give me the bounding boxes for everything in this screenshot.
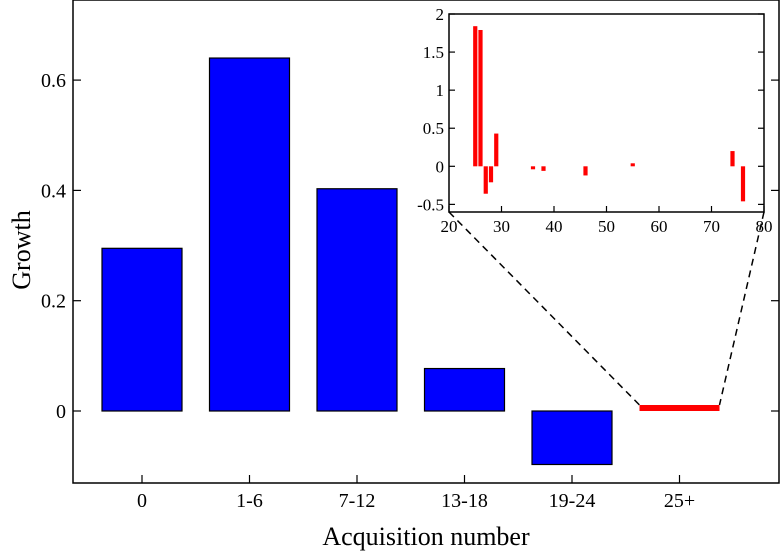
main-bars xyxy=(101,57,720,466)
inset-y-tick-label: 2 xyxy=(436,5,445,24)
main-x-tick-label: 19-24 xyxy=(549,490,596,512)
inset-x-tick-label: 70 xyxy=(703,217,720,236)
inset-bar xyxy=(630,163,635,167)
main-bar xyxy=(208,57,291,412)
main-y-tick-label: 0.6 xyxy=(41,70,66,92)
inset-y-tick-label: 0 xyxy=(436,157,445,176)
main-x-ticks: 0 1-6 7-12 13-18 19-24 25+ xyxy=(137,475,695,512)
inset-x-tick-label: 50 xyxy=(598,217,615,236)
inset-bar xyxy=(740,166,746,202)
inset-x-tick-label: 60 xyxy=(651,217,668,236)
inset-bar xyxy=(478,29,483,167)
main-bar xyxy=(316,188,398,412)
inset-bar xyxy=(530,166,536,170)
inset-bar xyxy=(541,166,546,171)
inset-y-tick-label: 0.5 xyxy=(423,119,444,138)
main-y-tick-label: 0.2 xyxy=(41,291,66,313)
main-x-tick-label: 25+ xyxy=(664,490,695,512)
main-x-tick-label: 7-12 xyxy=(339,490,376,512)
inset-bar xyxy=(488,166,494,183)
zoom-connector-left xyxy=(448,211,641,406)
main-x-tick-label: 1-6 xyxy=(236,490,263,512)
inset-background xyxy=(449,14,764,212)
main-y-tick-label: 0 xyxy=(56,401,66,423)
inset-y-ticks: -0.5 0 0.5 1 1.5 2 xyxy=(417,5,764,214)
inset-bar xyxy=(583,166,588,176)
main-x-tick-label: 0 xyxy=(137,490,147,512)
main-bar xyxy=(639,405,720,411)
inset-x-tick-label: 30 xyxy=(493,217,510,236)
inset-y-tick-label: 1.5 xyxy=(423,43,444,62)
inset-x-ticks: 20 30 40 50 60 70 80 xyxy=(441,206,773,236)
inset-y-tick-label: 1 xyxy=(436,81,445,100)
x-axis-label: Acquisition number xyxy=(322,522,530,551)
inset-bar xyxy=(483,166,488,194)
zoom-connector-right xyxy=(718,211,765,406)
inset-x-tick-label: 20 xyxy=(441,217,458,236)
main-y-ticks: 0 0.2 0.4 0.6 xyxy=(41,70,779,423)
inset-bar xyxy=(473,26,478,167)
main-y-tick-label: 0.4 xyxy=(41,180,66,202)
main-bar xyxy=(423,367,506,412)
inset-x-tick-label: 80 xyxy=(756,217,773,236)
main-bar xyxy=(531,410,613,466)
y-axis-label: Growth xyxy=(7,210,36,289)
inset-bars xyxy=(473,26,746,202)
main-x-tick-label: 13-18 xyxy=(441,490,488,512)
inset-y-tick-label: -0.5 xyxy=(417,195,444,214)
main-bar xyxy=(101,247,183,412)
inset-bar xyxy=(730,151,735,167)
inset-bar xyxy=(494,133,499,167)
main-plot-frame xyxy=(72,0,780,484)
inset-x-tick-label: 40 xyxy=(546,217,563,236)
